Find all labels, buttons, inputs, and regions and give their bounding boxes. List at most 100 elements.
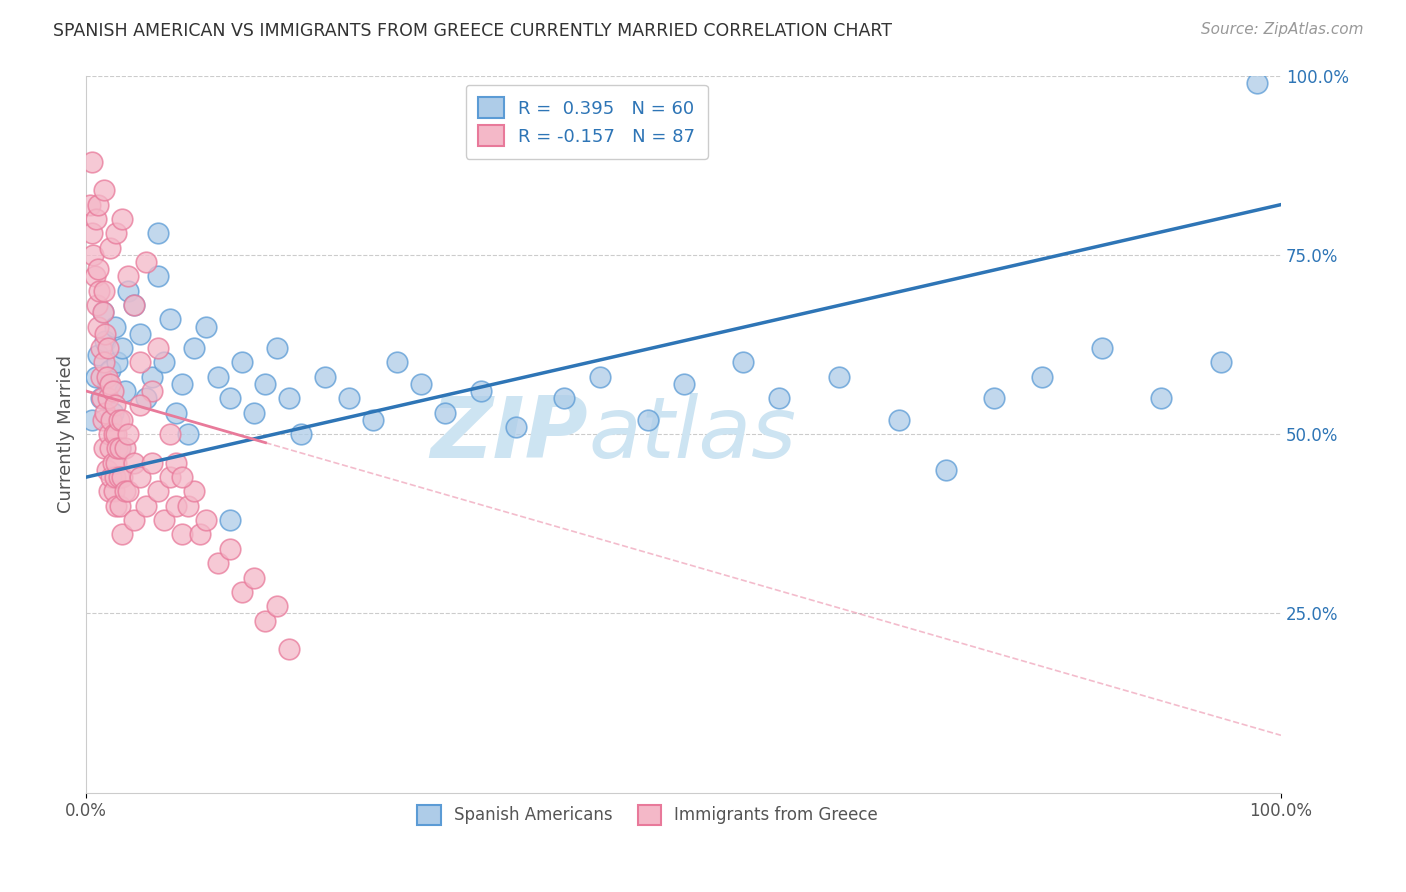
Point	[87, 197, 110, 211]
Point	[82, 154, 104, 169]
Legend: Spanish Americans, Immigrants from Greece: Spanish Americans, Immigrants from Greec…	[408, 796, 889, 835]
Point	[409, 376, 432, 391]
Point	[111, 341, 134, 355]
Point	[266, 599, 288, 614]
Y-axis label: Currently Married: Currently Married	[58, 355, 75, 513]
Point	[108, 499, 131, 513]
Text: Source: ZipAtlas.com: Source: ZipAtlas.com	[1201, 22, 1364, 37]
Point	[170, 470, 193, 484]
Point	[111, 470, 134, 484]
Point	[100, 413, 122, 427]
Point	[90, 341, 112, 355]
Point	[122, 456, 145, 470]
Point	[153, 513, 176, 527]
Point	[177, 427, 200, 442]
Text: SPANISH AMERICAN VS IMMIGRANTS FROM GREECE CURRENTLY MARRIED CORRELATION CHART: SPANISH AMERICAN VS IMMIGRANTS FROM GREE…	[53, 22, 893, 40]
Point	[98, 241, 121, 255]
Point	[129, 398, 152, 412]
Point	[170, 376, 193, 391]
Point	[117, 427, 139, 442]
Point	[89, 284, 111, 298]
Text: ZIP: ZIP	[430, 392, 588, 475]
Point	[105, 427, 128, 442]
Point	[97, 376, 120, 391]
Point	[122, 298, 145, 312]
Point	[159, 312, 181, 326]
Point	[114, 484, 136, 499]
Point	[589, 369, 612, 384]
Point	[672, 376, 695, 391]
Point	[733, 355, 755, 369]
Point	[96, 369, 118, 384]
Point	[108, 442, 131, 456]
Point	[97, 391, 120, 405]
Point	[935, 463, 957, 477]
Point	[87, 348, 110, 362]
Point	[90, 391, 112, 405]
Point	[553, 391, 575, 405]
Point	[433, 406, 456, 420]
Point	[105, 456, 128, 470]
Point	[94, 406, 117, 420]
Point	[242, 406, 264, 420]
Point	[1150, 391, 1173, 405]
Point	[170, 527, 193, 541]
Point	[266, 341, 288, 355]
Point	[146, 484, 169, 499]
Point	[135, 499, 157, 513]
Point	[361, 413, 384, 427]
Point	[82, 413, 104, 427]
Point	[254, 376, 277, 391]
Point	[122, 298, 145, 312]
Point	[100, 470, 122, 484]
Point	[87, 262, 110, 277]
Point	[94, 334, 117, 348]
Point	[90, 391, 112, 405]
Point	[117, 484, 139, 499]
Point	[129, 470, 152, 484]
Point	[159, 427, 181, 442]
Point	[135, 391, 157, 405]
Point	[91, 305, 114, 319]
Point	[122, 513, 145, 527]
Point	[104, 319, 127, 334]
Point	[146, 269, 169, 284]
Point	[101, 456, 124, 470]
Point	[165, 499, 187, 513]
Point	[218, 541, 240, 556]
Point	[84, 369, 107, 384]
Point	[93, 442, 115, 456]
Point	[111, 527, 134, 541]
Point	[104, 470, 127, 484]
Point	[129, 355, 152, 369]
Point	[103, 484, 125, 499]
Point	[111, 211, 134, 226]
Point	[385, 355, 408, 369]
Point	[165, 406, 187, 420]
Point	[82, 227, 104, 241]
Point	[188, 527, 211, 541]
Point	[91, 305, 114, 319]
Point	[103, 427, 125, 442]
Point	[104, 398, 127, 412]
Point	[129, 326, 152, 341]
Point	[768, 391, 790, 405]
Point	[108, 442, 131, 456]
Point	[314, 369, 336, 384]
Point	[107, 470, 129, 484]
Point	[141, 384, 163, 398]
Point	[98, 376, 121, 391]
Point	[146, 341, 169, 355]
Point	[83, 269, 105, 284]
Point	[98, 427, 121, 442]
Point	[93, 284, 115, 298]
Point	[82, 248, 104, 262]
Point	[86, 298, 108, 312]
Point	[828, 369, 851, 384]
Point	[141, 369, 163, 384]
Point	[105, 499, 128, 513]
Point	[183, 484, 205, 499]
Point	[278, 391, 301, 405]
Point	[97, 341, 120, 355]
Point	[93, 183, 115, 197]
